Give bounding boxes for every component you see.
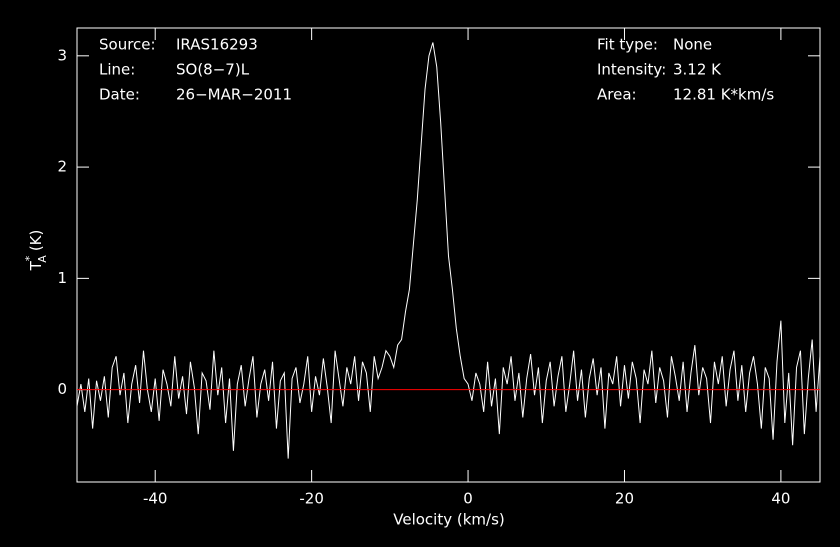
y-axis-label: T*A (K) (23, 230, 49, 272)
y-label-unit: (K) (27, 230, 45, 252)
y-tick-label: 1 (57, 269, 67, 287)
y-label-sup: * (23, 255, 36, 261)
x-tick-label: 20 (615, 490, 634, 508)
x-tick-label: -40 (143, 490, 168, 508)
y-tick-label: 2 (57, 158, 67, 176)
y-tick-label: 0 (57, 380, 67, 398)
annotation-value: 26−MAR−2011 (176, 86, 292, 104)
annotation-value: 3.12 K (673, 61, 722, 79)
x-tick-label: 0 (463, 490, 473, 508)
annotation-label: Source: (99, 36, 156, 54)
annotation-value: SO(8−7)L (176, 61, 250, 79)
annotation-label: Area: (597, 86, 637, 104)
plot-frame (76, 27, 821, 483)
x-tick-label: 40 (771, 490, 790, 508)
annotation-value: None (673, 36, 712, 54)
annotation-label: Intensity: (597, 61, 666, 79)
x-tick-label: -20 (299, 490, 324, 508)
y-label-sub: A (36, 255, 49, 263)
spectrum-line (76, 42, 821, 459)
annotation-value: IRAS16293 (176, 36, 258, 54)
annotation-label: Fit type: (597, 36, 658, 54)
x-axis-label: Velocity (km/s) (393, 511, 504, 529)
y-label-main: T (27, 260, 45, 271)
annotation-label: Line: (99, 61, 135, 79)
annotation-value: 12.81 K*km/s (673, 86, 774, 104)
y-tick-label: 3 (57, 46, 67, 64)
annotation-label: Date: (99, 86, 140, 104)
